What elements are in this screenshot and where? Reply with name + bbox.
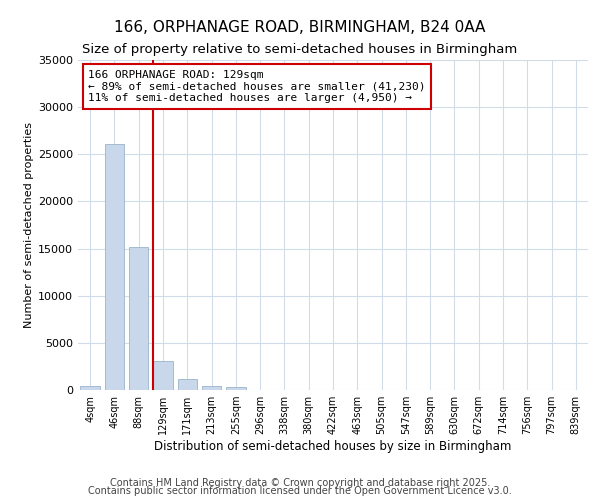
Bar: [202, 386, 221, 390]
Bar: [105, 144, 124, 390]
Bar: [226, 388, 245, 390]
Text: 166 ORPHANAGE ROAD: 129sqm
← 89% of semi-detached houses are smaller (41,230)
11: 166 ORPHANAGE ROAD: 129sqm ← 89% of semi…: [88, 70, 426, 103]
Bar: [178, 379, 197, 390]
X-axis label: Distribution of semi-detached houses by size in Birmingham: Distribution of semi-detached houses by …: [154, 440, 512, 453]
Text: Contains HM Land Registry data © Crown copyright and database right 2025.: Contains HM Land Registry data © Crown c…: [110, 478, 490, 488]
Bar: [80, 386, 100, 390]
Text: Size of property relative to semi-detached houses in Birmingham: Size of property relative to semi-detach…: [82, 42, 518, 56]
Bar: [129, 246, 148, 390]
Y-axis label: Number of semi-detached properties: Number of semi-detached properties: [24, 122, 34, 328]
Text: Contains public sector information licensed under the Open Government Licence v3: Contains public sector information licen…: [88, 486, 512, 496]
Bar: [153, 361, 173, 390]
Text: 166, ORPHANAGE ROAD, BIRMINGHAM, B24 0AA: 166, ORPHANAGE ROAD, BIRMINGHAM, B24 0AA: [115, 20, 485, 35]
